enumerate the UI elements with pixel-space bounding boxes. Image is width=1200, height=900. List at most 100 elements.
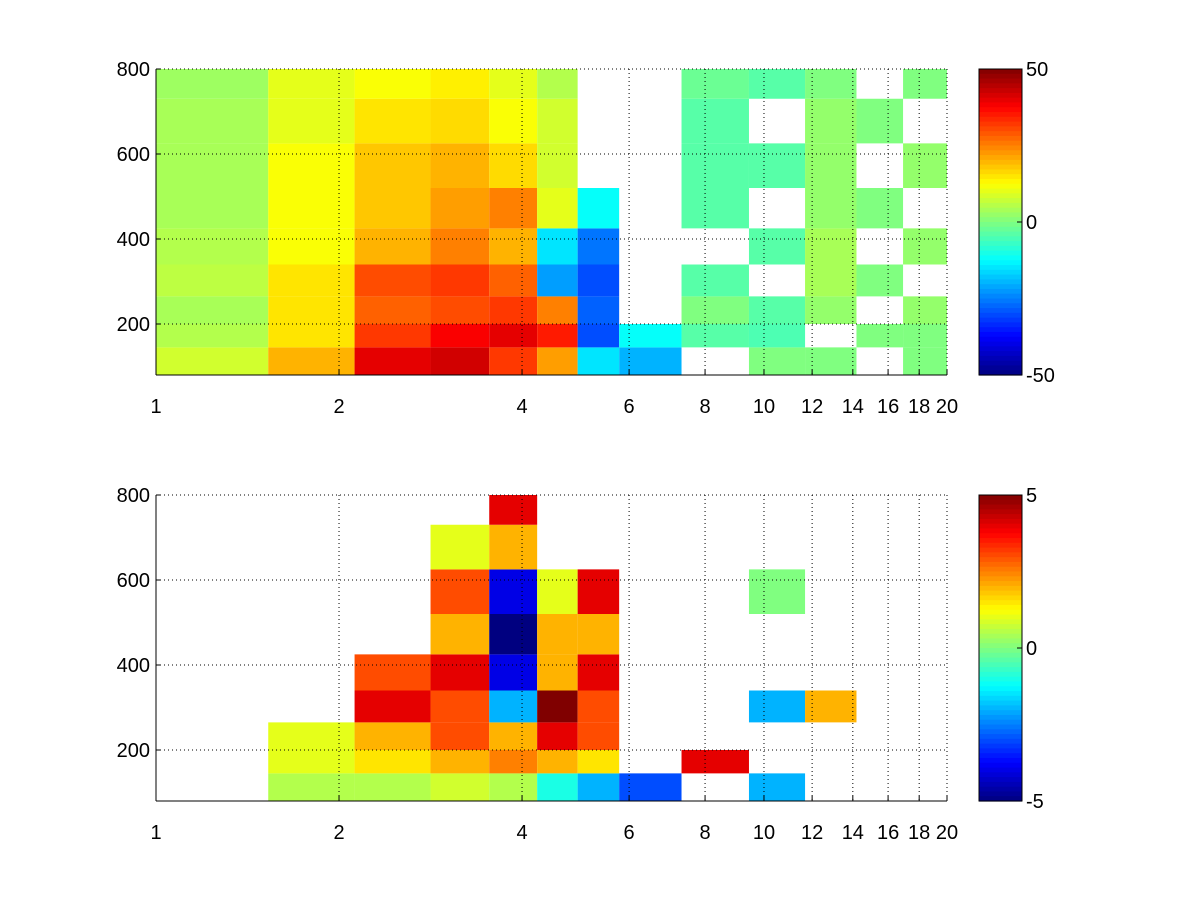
colorbar-swatch: [979, 174, 1022, 180]
colorbar-swatch: [979, 681, 1022, 687]
x-tick-label: 12: [801, 822, 823, 844]
colorbar-swatch: [979, 757, 1022, 764]
colorbar-swatch: [979, 777, 1022, 783]
heatmap-cell: [619, 324, 682, 348]
heatmap-cell: [489, 690, 538, 723]
heatmap-cell: [805, 98, 857, 144]
heatmap-cell: [430, 722, 490, 750]
colorbar-swatch: [979, 595, 1022, 601]
colorbar-swatch: [979, 207, 1022, 214]
colorbar-swatch: [979, 269, 1022, 276]
x-tick-label: 16: [877, 822, 899, 844]
colorbar-tick-label: -5: [1026, 791, 1044, 813]
heatmap-cell: [489, 324, 538, 348]
x-tick-label: 16: [877, 396, 899, 418]
colorbar-swatch: [979, 69, 1022, 75]
heatmap-cell: [489, 188, 538, 229]
colorbar-swatch: [979, 236, 1022, 242]
colorbar-swatch: [979, 169, 1022, 175]
colorbar-swatch: [979, 686, 1022, 692]
colorbar-swatch: [979, 710, 1022, 716]
colorbar-swatch: [979, 504, 1022, 510]
heatmap-cell: [681, 296, 749, 324]
colorbar-swatch: [979, 633, 1022, 640]
heatmap-cell: [903, 143, 947, 188]
heatmap-cell: [489, 143, 538, 188]
heatmap-cell: [537, 324, 578, 348]
heatmap-cell: [577, 347, 620, 375]
colorbar-swatch: [979, 538, 1022, 544]
colorbar-swatch: [979, 638, 1022, 644]
heatmap-cell: [537, 690, 578, 723]
colorbar-swatch: [979, 193, 1022, 199]
heatmap-cell: [354, 347, 431, 375]
colorbar-swatch: [979, 317, 1022, 324]
colorbar-swatch: [979, 150, 1022, 156]
colorbar-swatch: [979, 327, 1022, 333]
heatmap-cell: [748, 324, 806, 348]
heatmap-cell: [268, 228, 355, 265]
y-tick-label: 200: [117, 740, 150, 762]
heatmap-cell: [577, 324, 620, 348]
heatmap-cell: [156, 228, 269, 265]
colorbar-swatch: [979, 155, 1022, 161]
heatmap-cell: [354, 654, 431, 691]
x-tick-label: 14: [842, 822, 864, 844]
heatmap-cell: [856, 188, 904, 229]
colorbar-2: 5 0 -5: [978, 485, 1044, 813]
colorbar-swatch: [979, 518, 1022, 525]
heatmap-cell: [577, 690, 620, 723]
heatmap-cell: [268, 69, 355, 99]
colorbar-swatch: [979, 131, 1022, 137]
colorbar-swatch: [979, 145, 1022, 151]
colorbar-swatch: [979, 561, 1022, 568]
x-tick-label: 6: [624, 396, 635, 418]
colorbar-swatch: [979, 360, 1022, 367]
x-tick-label: 1: [150, 822, 161, 844]
colorbar-tick-label: -50: [1026, 365, 1055, 387]
heatmap-cell: [577, 569, 620, 614]
colorbar-swatch: [979, 198, 1022, 204]
heatmap-cell: [268, 722, 355, 750]
colorbar-swatch: [979, 662, 1022, 668]
heatmap-cell: [354, 296, 431, 324]
x-tick-label: 14: [842, 396, 864, 418]
colorbar-swatch: [979, 590, 1022, 597]
colorbar-swatch: [979, 671, 1022, 678]
colorbar-swatch: [979, 786, 1022, 793]
colorbar-swatch: [979, 308, 1022, 314]
heatmap-cell: [430, 296, 490, 324]
colorbar-swatch: [979, 351, 1022, 357]
heatmap-cell: [856, 264, 904, 297]
heatmap-cell: [537, 773, 578, 801]
colorbar-swatch: [979, 533, 1022, 539]
heatmap-cell: [268, 188, 355, 229]
colorbar-swatch: [979, 705, 1022, 711]
x-tick-label: 2: [333, 396, 344, 418]
heatmap-cell: [856, 324, 904, 348]
heatmap-cell: [681, 324, 749, 348]
colorbar-swatch: [979, 217, 1022, 223]
colorbar-swatch: [979, 528, 1022, 534]
heatmap-cell: [268, 324, 355, 348]
x-tick-label: 8: [699, 396, 710, 418]
heatmap-cell: [268, 296, 355, 324]
colorbar-swatch: [979, 312, 1022, 319]
heatmap-cell: [748, 347, 806, 375]
colorbar-swatch: [979, 222, 1022, 228]
heatmap-cell: [430, 654, 490, 691]
x-tick-label: 4: [516, 822, 527, 844]
heatmap-cell: [489, 750, 538, 774]
colorbar-swatch: [979, 331, 1022, 338]
heatmap-cell: [354, 69, 431, 99]
heatmap-cell: [156, 264, 269, 297]
x-tick-label: 1: [150, 396, 161, 418]
heatmap-cell: [681, 264, 749, 297]
heatmap-cell: [577, 654, 620, 691]
colorbar-swatch: [979, 112, 1022, 118]
colorbar-swatch: [979, 164, 1022, 171]
heatmap-cell: [156, 296, 269, 324]
colorbar-swatch: [979, 255, 1022, 261]
heatmap-cell: [537, 654, 578, 691]
